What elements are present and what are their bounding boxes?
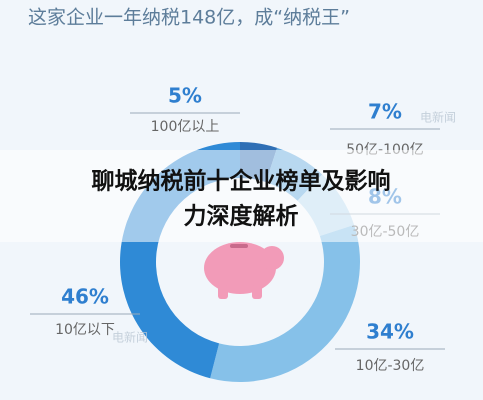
- watermark: 电新闻: [112, 330, 148, 345]
- value-label: 34%: [366, 320, 414, 344]
- category-label: 10亿以下: [55, 322, 115, 338]
- piggy-bank: [204, 242, 284, 299]
- value-label: 46%: [61, 285, 109, 309]
- value-label: 5%: [168, 84, 202, 108]
- banner-title: 力深度解析: [184, 203, 299, 230]
- slice: [210, 224, 360, 382]
- banner-title: 聊城纳税前十企业榜单及影响: [92, 168, 391, 195]
- value-label: 7%: [368, 100, 402, 124]
- chart-title: 这家企业一年纳税148亿，成“纳税王”: [28, 7, 350, 29]
- category-label: 100亿以上: [151, 119, 220, 135]
- banner-band: [0, 150, 483, 242]
- category-label: 10亿-30亿: [356, 358, 425, 374]
- watermark: 电新闻: [420, 110, 456, 125]
